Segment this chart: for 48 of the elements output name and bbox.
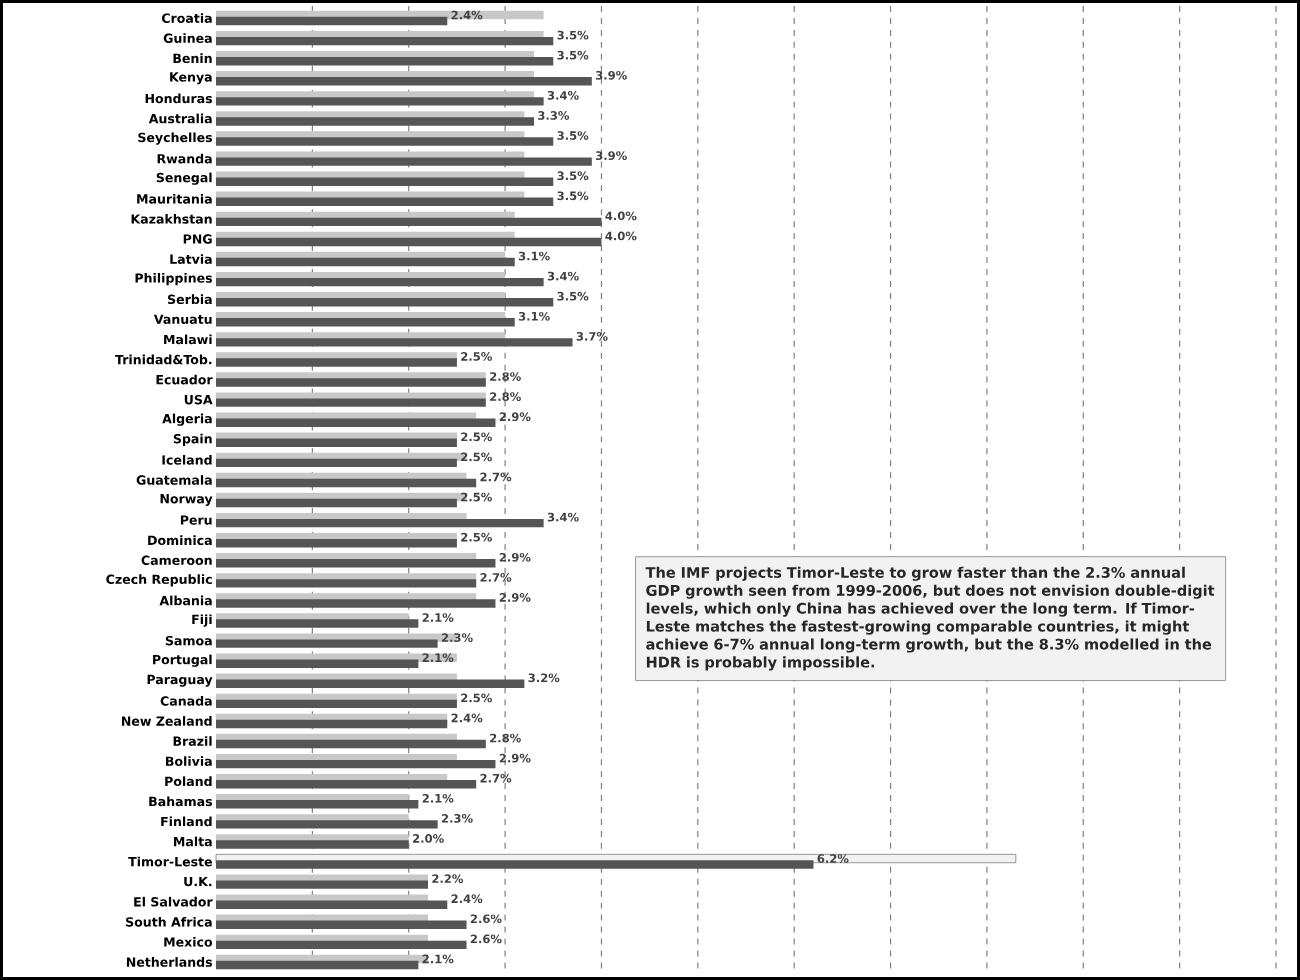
bar [216, 77, 592, 86]
bar [216, 418, 496, 427]
bar [216, 358, 457, 367]
bar [216, 177, 554, 186]
bar [216, 157, 592, 166]
bar [216, 378, 486, 387]
bar [216, 458, 457, 468]
bar [216, 237, 602, 247]
bar [216, 880, 428, 889]
bar [216, 57, 554, 66]
bar [216, 579, 477, 588]
bar [216, 298, 554, 307]
bar [216, 759, 496, 769]
bar [216, 117, 534, 126]
bar [216, 518, 544, 528]
bar [216, 539, 457, 548]
bar [216, 318, 515, 327]
bar [216, 739, 486, 749]
bar [216, 619, 419, 628]
bar [216, 820, 438, 829]
bar [216, 338, 573, 347]
bar [216, 197, 554, 206]
bar [216, 438, 457, 447]
bar [216, 599, 496, 608]
bar [216, 16, 448, 26]
bar [216, 36, 554, 46]
bar [216, 940, 467, 950]
bar [216, 257, 515, 267]
bar [216, 920, 467, 929]
bar [216, 719, 448, 729]
bar [216, 679, 525, 688]
bar [216, 217, 602, 227]
bar [216, 639, 438, 648]
bar [216, 699, 457, 709]
bar [216, 559, 496, 568]
bar [216, 900, 448, 909]
bar [216, 960, 419, 970]
bar [216, 840, 409, 849]
bar [216, 398, 486, 407]
bar [216, 800, 419, 809]
bar [216, 137, 554, 146]
bar [216, 478, 477, 488]
bar [216, 860, 814, 869]
bar [216, 780, 477, 789]
bar [216, 97, 544, 106]
bar [216, 277, 544, 287]
bar [216, 659, 419, 668]
bar [216, 498, 457, 508]
